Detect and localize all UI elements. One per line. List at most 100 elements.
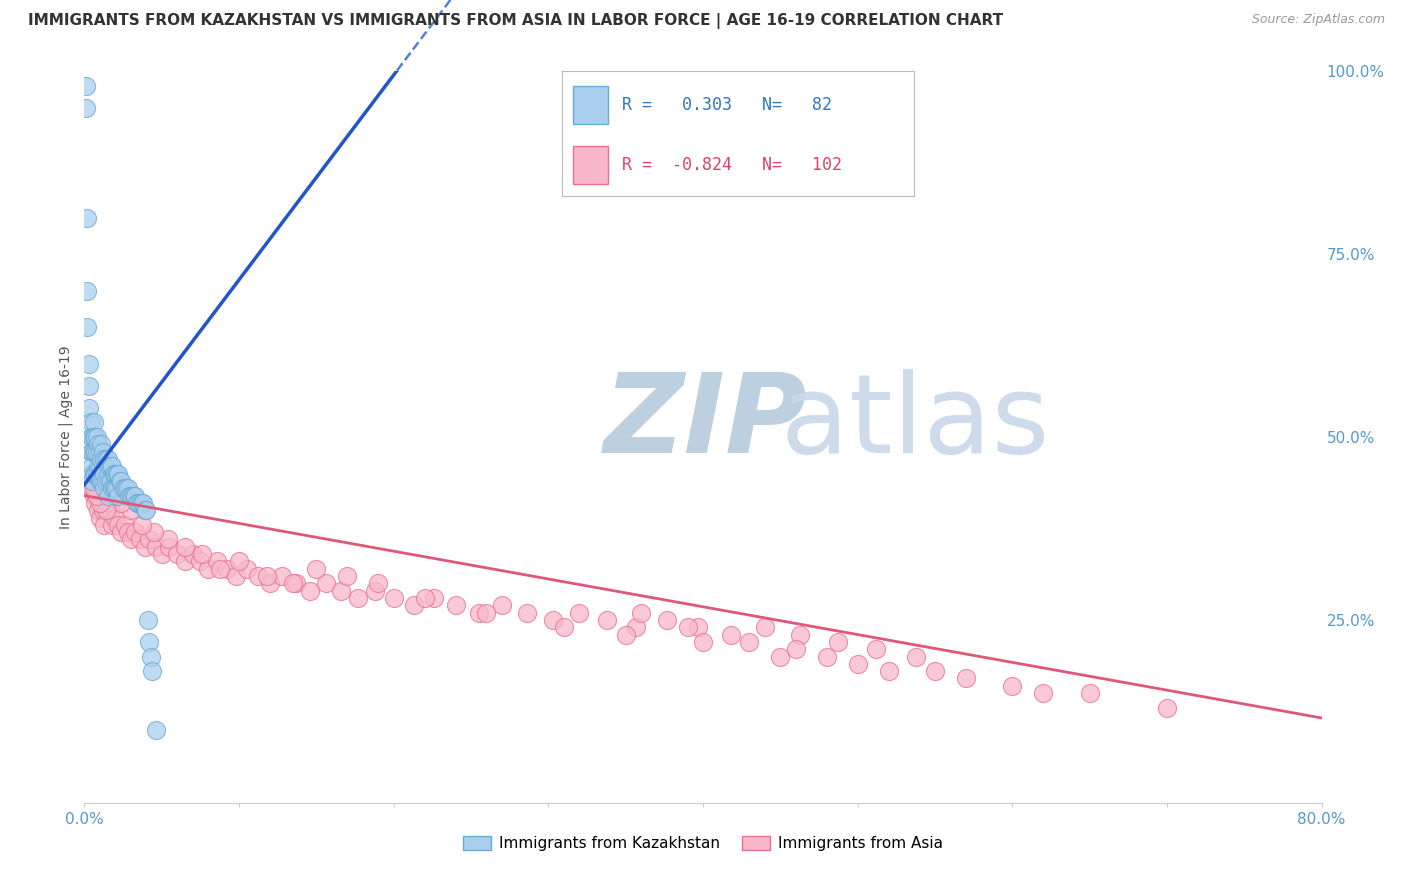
- Point: [79, 474, 101, 488]
- Point: [83, 481, 105, 495]
- Point: [97, 452, 120, 467]
- Point: [101, 459, 124, 474]
- Point: [256, 569, 278, 583]
- Point: [83, 416, 105, 430]
- Point: [90, 474, 112, 488]
- Point: [89, 444, 111, 458]
- Point: [84, 496, 107, 510]
- Point: [181, 547, 204, 561]
- Point: [259, 576, 281, 591]
- Point: [86, 489, 108, 503]
- Point: [299, 583, 322, 598]
- Text: Source: ZipAtlas.com: Source: ZipAtlas.com: [1251, 13, 1385, 27]
- Point: [568, 606, 591, 620]
- Point: [75, 78, 97, 93]
- Point: [815, 649, 838, 664]
- Point: [131, 517, 153, 532]
- Point: [305, 562, 328, 576]
- Point: [94, 452, 117, 467]
- Point: [115, 481, 138, 495]
- Point: [596, 613, 619, 627]
- Point: [924, 664, 946, 678]
- Point: [83, 444, 105, 458]
- Legend: Immigrants from Kazakhstan, Immigrants from Asia: Immigrants from Kazakhstan, Immigrants f…: [457, 830, 949, 857]
- Point: [84, 467, 107, 481]
- Point: [120, 489, 142, 503]
- Point: [789, 627, 811, 641]
- Point: [79, 467, 101, 481]
- Point: [614, 627, 637, 641]
- Point: [145, 723, 167, 737]
- Point: [100, 474, 122, 488]
- Point: [114, 481, 136, 495]
- Point: [475, 606, 498, 620]
- Point: [1001, 679, 1024, 693]
- Point: [657, 613, 679, 627]
- Point: [128, 496, 150, 510]
- Point: [131, 496, 153, 510]
- Point: [89, 474, 111, 488]
- Point: [207, 554, 229, 568]
- Point: [90, 452, 112, 467]
- Point: [79, 416, 101, 430]
- Point: [676, 620, 699, 634]
- Point: [423, 591, 446, 605]
- Point: [336, 569, 359, 583]
- Point: [720, 627, 742, 641]
- Point: [90, 437, 112, 451]
- Point: [104, 481, 127, 495]
- Point: [98, 496, 121, 510]
- Point: [382, 591, 405, 605]
- Point: [156, 533, 179, 547]
- Point: [124, 489, 146, 503]
- Point: [77, 357, 100, 371]
- Point: [87, 437, 110, 451]
- Point: [76, 320, 98, 334]
- Point: [76, 284, 98, 298]
- Point: [83, 489, 105, 503]
- Point: [107, 517, 129, 532]
- Point: [75, 101, 97, 115]
- Point: [174, 540, 197, 554]
- Point: [94, 503, 117, 517]
- Point: [688, 620, 710, 634]
- Point: [77, 379, 100, 393]
- Point: [112, 481, 135, 495]
- Text: R =  -0.824   N=   102: R = -0.824 N= 102: [621, 156, 842, 174]
- Point: [84, 430, 107, 444]
- Point: [129, 496, 152, 510]
- Point: [117, 525, 139, 540]
- Point: [877, 664, 900, 678]
- Text: R =   0.303   N=   82: R = 0.303 N= 82: [621, 96, 832, 114]
- Point: [118, 489, 141, 503]
- Point: [285, 576, 308, 591]
- Point: [315, 576, 337, 591]
- Point: [228, 554, 250, 568]
- Point: [827, 635, 849, 649]
- Point: [103, 467, 125, 481]
- Point: [630, 606, 652, 620]
- Point: [91, 444, 114, 458]
- Point: [89, 459, 111, 474]
- Point: [1156, 700, 1178, 714]
- Point: [134, 540, 156, 554]
- Point: [143, 525, 166, 540]
- Point: [87, 503, 110, 517]
- Point: [79, 430, 101, 444]
- Point: [120, 503, 142, 517]
- Point: [541, 613, 564, 627]
- Point: [86, 430, 108, 444]
- Point: [82, 481, 104, 495]
- Point: [105, 467, 128, 481]
- Point: [626, 620, 648, 634]
- Point: [82, 430, 104, 444]
- Point: [100, 459, 122, 474]
- Point: [955, 672, 977, 686]
- Point: [125, 496, 148, 510]
- Text: atlas: atlas: [605, 369, 1049, 476]
- Point: [271, 569, 294, 583]
- Point: [738, 635, 761, 649]
- Point: [865, 642, 887, 657]
- Point: [90, 496, 112, 510]
- Point: [468, 606, 491, 620]
